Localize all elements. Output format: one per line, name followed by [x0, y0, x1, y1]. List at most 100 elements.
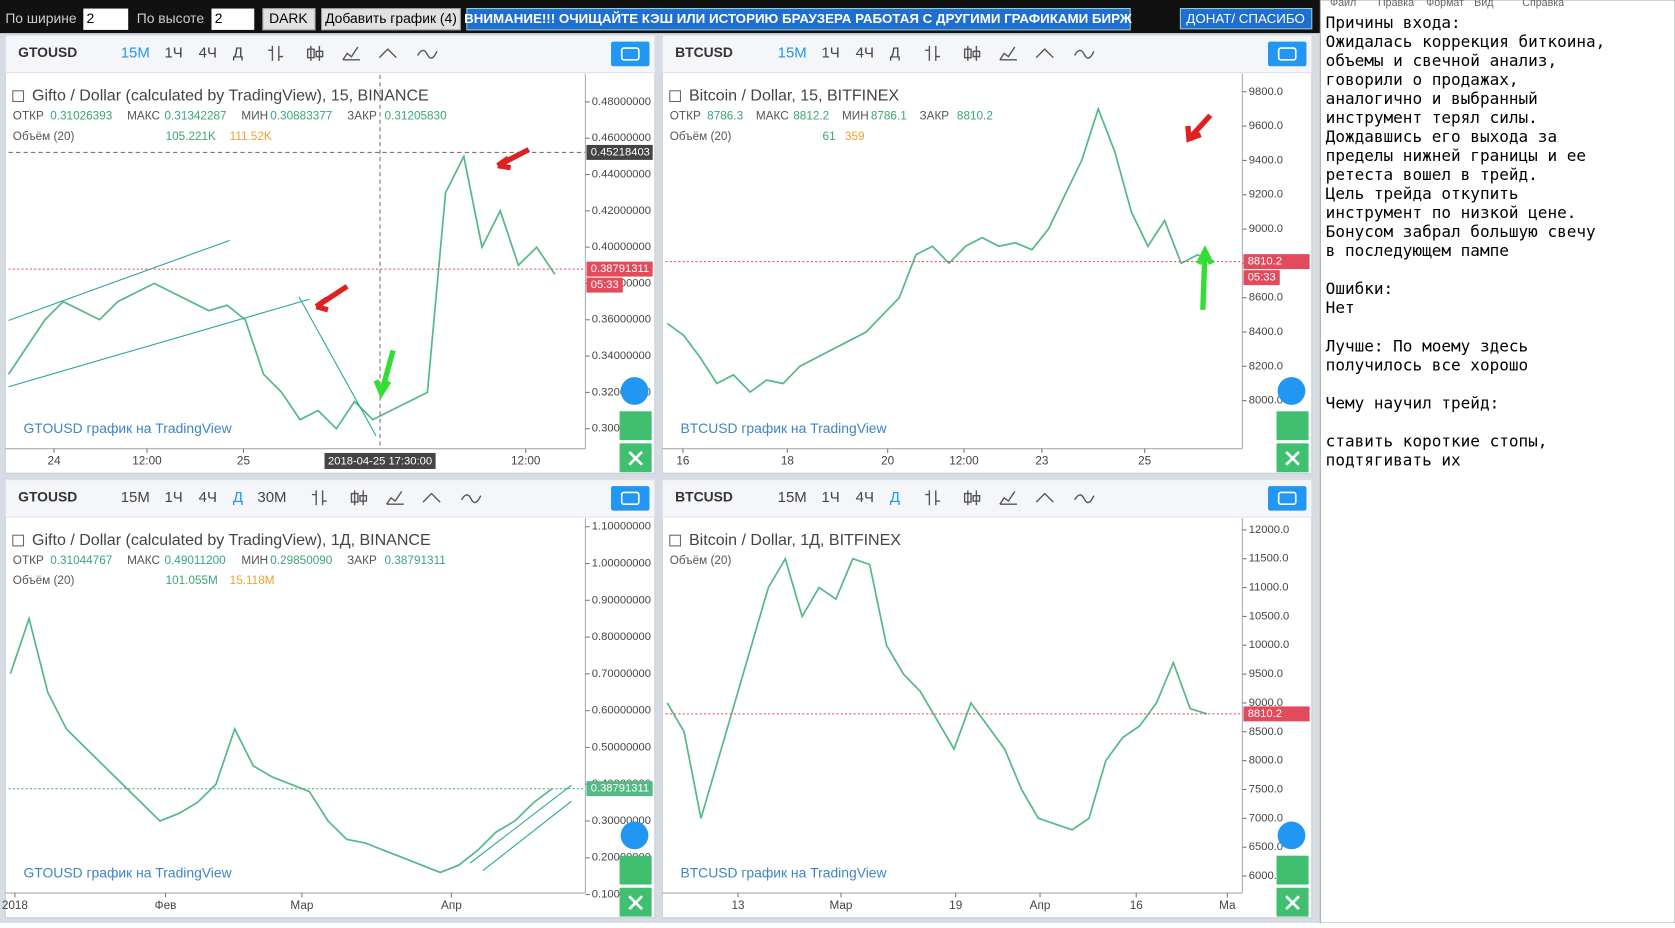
chart-panel: [4, 479, 656, 919]
interval[interactable]: 1Ч: [165, 44, 183, 61]
y-tick-label: 9000.0: [1249, 697, 1283, 709]
height-input[interactable]: [211, 8, 255, 30]
watermark: GTOUSD график на TradingView: [24, 420, 233, 436]
tool-icon[interactable]: [963, 45, 981, 61]
brand-logo: [1277, 821, 1306, 850]
donate-button[interactable]: [1179, 8, 1313, 30]
brand-logo: [620, 821, 649, 850]
expand-button[interactable]: [1276, 855, 1309, 885]
expand-button[interactable]: [619, 411, 652, 441]
price-line: [666, 556, 1208, 831]
interval[interactable]: Д: [890, 489, 900, 506]
interval[interactable]: Д: [890, 44, 900, 61]
volume-value: 101.055M: [166, 574, 218, 587]
expand-button[interactable]: [1276, 411, 1309, 441]
tool-icon[interactable]: [999, 46, 1017, 61]
close-icon: [628, 450, 643, 466]
y-tick-label: 9800.0: [1249, 86, 1283, 98]
tool-icon[interactable]: [422, 492, 441, 503]
add-button-label: Добавить график (4): [325, 10, 457, 26]
camera-icon: [1277, 47, 1297, 61]
interval[interactable]: 15M: [121, 489, 150, 506]
interval[interactable]: Д: [233, 489, 243, 506]
tool-icon[interactable]: [386, 491, 404, 505]
note-line: ретеста вошел в трейд.: [1326, 165, 1538, 184]
watermark: BTCUSD график на TradingView: [680, 420, 887, 436]
chart-toolbar: [661, 479, 1313, 518]
crosshair-time-box: [324, 452, 436, 469]
note-line: аналогично и выбранный: [1326, 89, 1538, 108]
interval[interactable]: 1Ч: [165, 489, 183, 506]
snapshot-button[interactable]: [611, 486, 650, 511]
tool-icon[interactable]: [350, 490, 368, 506]
add-button[interactable]: [321, 8, 461, 31]
note-line: получилось все хорошо: [1326, 355, 1528, 374]
y-tick-label: 0.80000000: [592, 631, 651, 643]
collapse-icon: [12, 534, 25, 547]
interval[interactable]: 1Ч: [821, 489, 839, 506]
snapshot-button[interactable]: [1268, 486, 1307, 511]
expand-button[interactable]: [619, 855, 652, 885]
width-input[interactable]: [83, 8, 129, 30]
interval[interactable]: 4Ч: [856, 489, 874, 506]
snapshot-button[interactable]: [1268, 41, 1307, 67]
x-tick-label: Мар: [290, 899, 313, 912]
y-tick-label: 9000.0: [1249, 223, 1283, 235]
tool-icon[interactable]: [963, 490, 981, 506]
last-price-box: [1243, 254, 1310, 270]
x-tick-label: 12:00: [511, 455, 541, 468]
camera-icon: [620, 491, 640, 506]
green-arrow: [1196, 245, 1214, 310]
y-tick-label: 11500.0: [1249, 553, 1289, 565]
interval[interactable]: 1Ч: [821, 44, 839, 61]
menu-item: Файл: [1330, 0, 1356, 9]
crosshair-time: 2018-04-25 17:30:00: [328, 455, 432, 467]
note-line: Цель трейда откупить: [1326, 184, 1519, 203]
tool-icon[interactable]: [1035, 48, 1054, 59]
ohlc-value: 0.30883377: [270, 110, 332, 123]
interval[interactable]: 4Ч: [199, 44, 217, 61]
last-price-box: [1243, 706, 1310, 722]
interval[interactable]: 4Ч: [199, 489, 217, 506]
volume-label: Объём (20): [13, 574, 75, 587]
interval[interactable]: 15M: [121, 44, 150, 61]
tool-icon[interactable]: [925, 45, 941, 61]
camera-icon: [1277, 491, 1297, 506]
tool-icon[interactable]: [417, 49, 438, 59]
interval[interactable]: 30M: [257, 489, 286, 506]
x-tick-label: 20: [881, 455, 895, 468]
tool-icon[interactable]: [1035, 492, 1054, 503]
y-tick-label: 8000.0: [1249, 755, 1283, 767]
x-tick-label: 25: [1138, 455, 1152, 468]
x-tick-label: Фев: [155, 899, 177, 912]
note-line: пределы нижней границы и ее: [1326, 146, 1586, 165]
tool-icon[interactable]: [378, 48, 397, 59]
interval[interactable]: 4Ч: [856, 44, 874, 61]
y-tick-label: 7500.0: [1249, 783, 1283, 795]
y-tick-label: 9200.0: [1249, 189, 1283, 201]
x-tick-label: Апр: [441, 899, 462, 912]
ohlc-value: 8810.2: [957, 110, 993, 123]
tool-icon[interactable]: [1074, 49, 1095, 59]
interval[interactable]: Д: [233, 44, 243, 61]
chart-toolbar: [661, 34, 1313, 74]
tool-icon[interactable]: [925, 490, 941, 506]
x-tick-label: 12:00: [949, 455, 979, 468]
interval[interactable]: 15M: [778, 44, 807, 61]
dark-button-label: DARK: [269, 10, 308, 26]
dark-button[interactable]: [262, 8, 316, 31]
tool-icon[interactable]: [460, 494, 482, 504]
tool-icon[interactable]: [268, 45, 284, 61]
snapshot-button[interactable]: [611, 41, 650, 67]
tool-icon[interactable]: [311, 490, 327, 506]
y-tick-label: 9400.0: [1249, 154, 1283, 166]
ohlc-value: 0.31205830: [385, 110, 448, 123]
tool-icon[interactable]: [1074, 494, 1095, 504]
ohlc-label: ОТКР: [13, 110, 44, 123]
tool-icon[interactable]: [342, 46, 360, 61]
tool-icon[interactable]: [999, 491, 1017, 505]
tool-icon[interactable]: [306, 45, 324, 61]
interval[interactable]: 15M: [778, 489, 807, 506]
ohlc-value: 8812.2: [793, 110, 829, 123]
